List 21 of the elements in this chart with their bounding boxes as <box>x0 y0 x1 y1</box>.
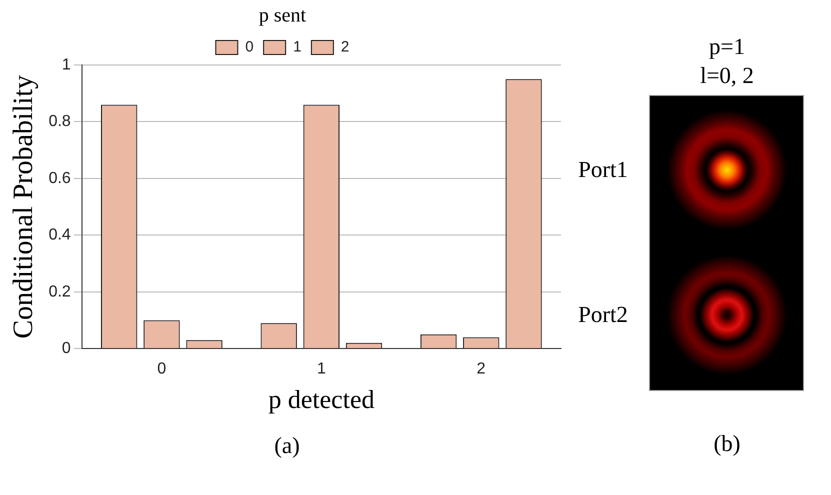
legend-title: p sent <box>258 4 307 26</box>
text: (a) <box>274 432 300 460</box>
legend-label: 2 <box>340 38 350 56</box>
y-tick-label: 0.2 <box>48 283 71 300</box>
text: Port2 <box>578 301 628 329</box>
y-tick-label: 0.6 <box>48 170 71 187</box>
y-tick-label: 1 <box>62 56 71 74</box>
y-tick-label: 0.8 <box>48 113 71 130</box>
x-tick-label: 1 <box>316 360 326 378</box>
legend-label: 1 <box>293 38 302 56</box>
x-tick-label: 2 <box>476 360 486 378</box>
y-tick-label: 0.4 <box>48 226 71 244</box>
y-axis-title: Conditional Probability <box>8 74 40 339</box>
legend-label: 0 <box>245 38 254 56</box>
text: l=0, 2 <box>700 62 754 90</box>
x-tick-label: 0 <box>157 360 166 378</box>
text: (b) <box>714 430 740 458</box>
y-tick-label: 0 <box>62 340 71 358</box>
text: p=1 <box>709 33 745 61</box>
x-axis-title: p detected <box>268 385 374 414</box>
text: Port1 <box>578 156 628 184</box>
